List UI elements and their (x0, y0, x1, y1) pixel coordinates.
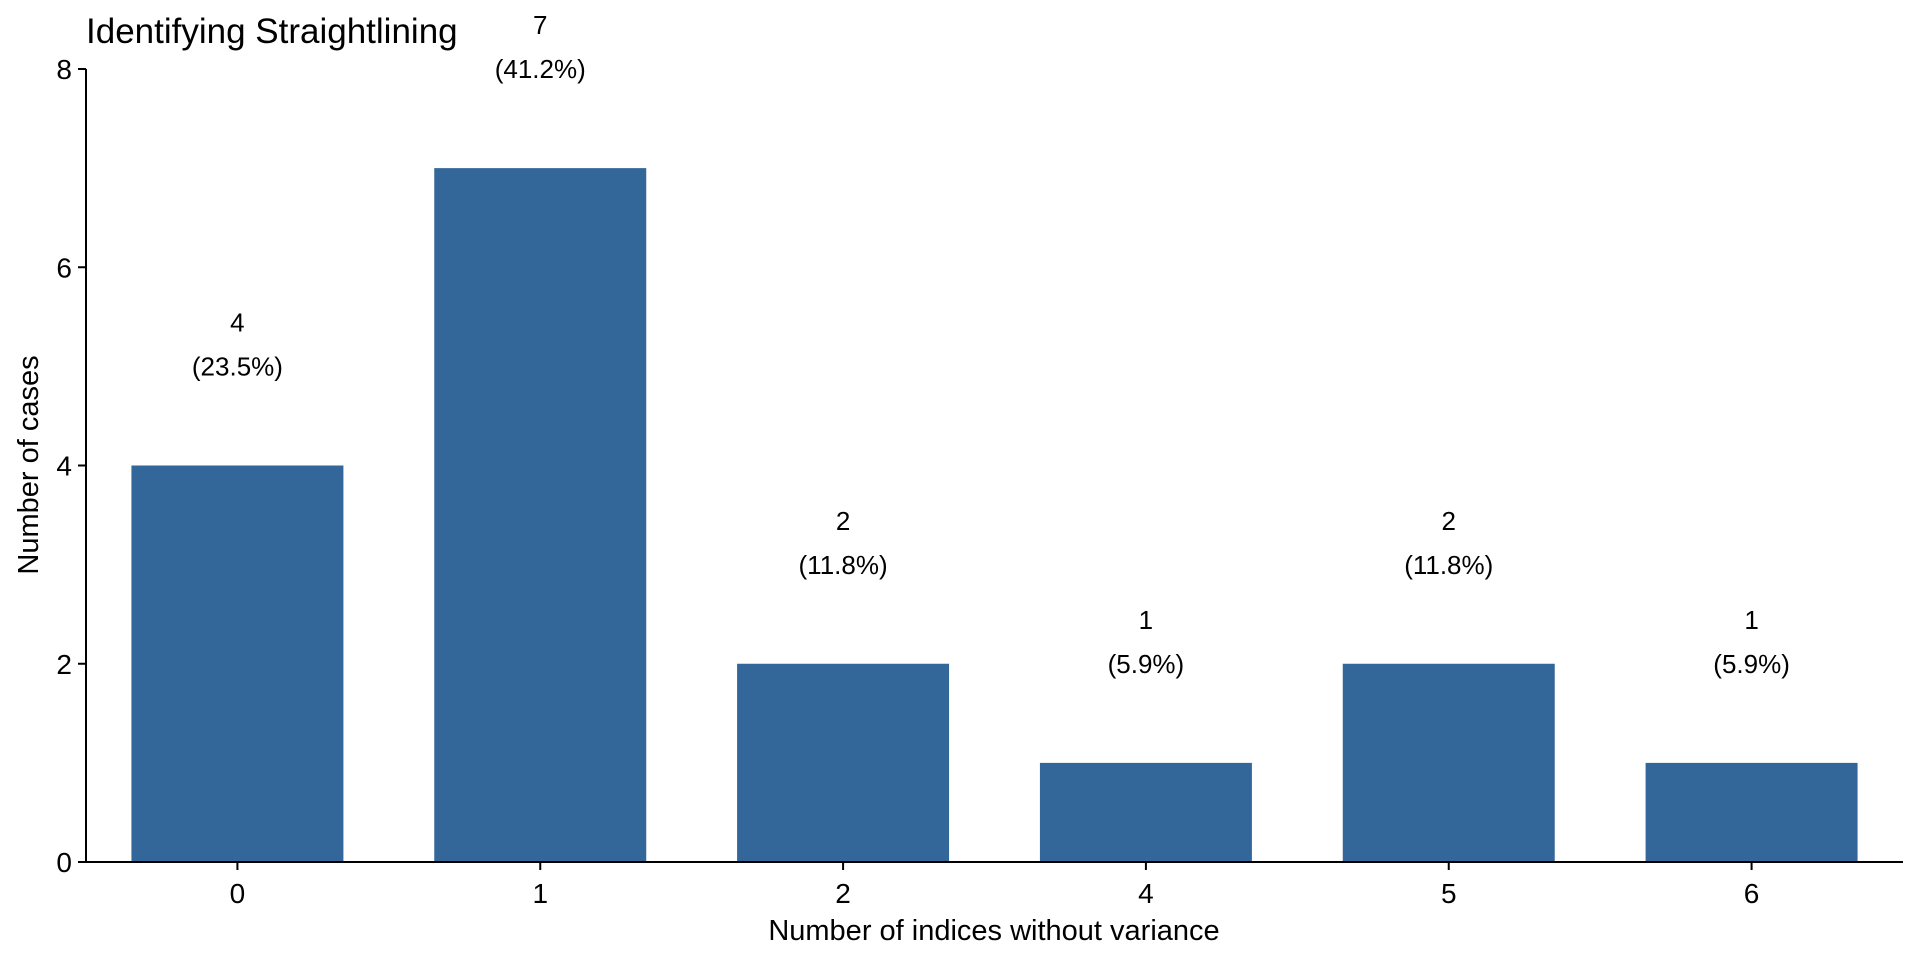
bar (131, 465, 344, 862)
bar-group (131, 168, 1858, 862)
data-label-count: 4 (230, 308, 244, 338)
x-tick-label: 0 (230, 878, 246, 909)
y-axis-title: Number of cases (13, 355, 45, 574)
data-label-count: 7 (533, 10, 547, 40)
x-axis-ticks: 0 1 2 4 5 6 (230, 862, 1760, 909)
bar (737, 663, 950, 862)
x-tick-label: 4 (1138, 878, 1154, 909)
axes (85, 69, 1903, 863)
bar (1645, 762, 1858, 862)
x-tick-label: 5 (1441, 878, 1457, 909)
data-label-count: 2 (1442, 506, 1456, 536)
data-label-group: 4 (23.5%) 7 (41.2%) 2 (11.8%) 1 (5.9%) 2 (11.8%) 1… (192, 10, 1790, 679)
data-label-percent: (11.8%) (799, 550, 888, 580)
bar (1039, 762, 1252, 862)
chart-title: Identifying Straightlining (86, 12, 458, 51)
data-label-count: 2 (836, 506, 850, 536)
y-tick-label: 4 (56, 451, 72, 482)
y-tick-label: 8 (56, 54, 72, 85)
x-axis-title: Number of indices without variance (768, 915, 1219, 947)
y-tick-label: 0 (56, 847, 72, 878)
x-tick-label: 6 (1744, 878, 1760, 909)
data-label-percent: (5.9%) (1713, 649, 1790, 679)
data-label-percent: (5.9%) (1108, 649, 1185, 679)
data-label-percent: (23.5%) (192, 352, 283, 382)
data-label-count: 1 (1744, 605, 1758, 635)
data-label-count: 1 (1139, 605, 1153, 635)
data-label-percent: (11.8%) (1404, 550, 1493, 580)
data-label-percent: (41.2%) (495, 54, 586, 84)
x-tick-label: 1 (532, 878, 548, 909)
y-tick-label: 2 (56, 649, 72, 680)
y-axis-ticks: 0 2 4 6 8 (56, 54, 86, 878)
y-tick-label: 6 (56, 252, 72, 283)
bar (434, 168, 647, 862)
x-tick-label: 2 (835, 878, 851, 909)
bar (1342, 663, 1555, 862)
